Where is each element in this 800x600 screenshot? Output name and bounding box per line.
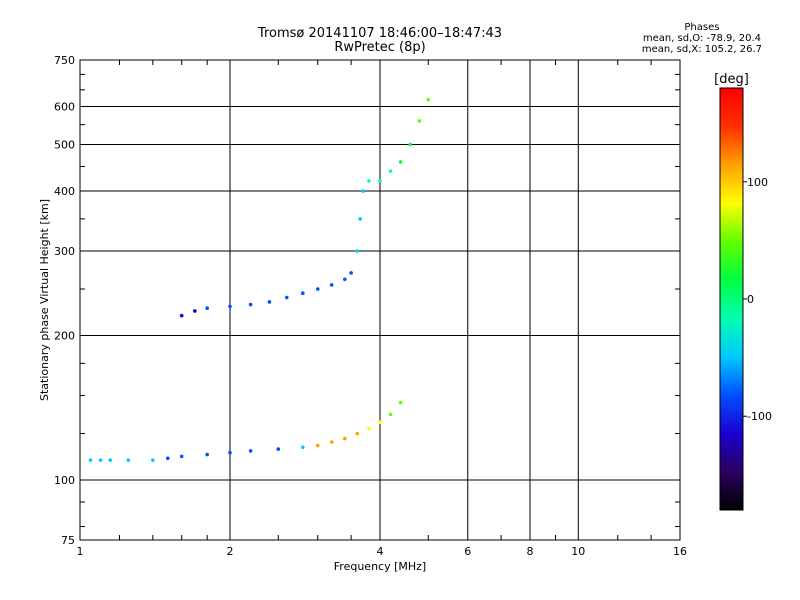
data-point — [388, 412, 393, 417]
x-tick-label: 8 — [527, 545, 534, 558]
x-tick-label: 1 — [77, 545, 84, 558]
axes: 1 2 4 6 8 10 16 75 100 200 300 400 500 600 750 Frequenc… — [38, 54, 687, 573]
data-point — [248, 302, 253, 307]
data-point — [367, 426, 371, 431]
y-tick-label: 500 — [54, 139, 75, 152]
data-point — [126, 458, 131, 462]
data-point — [248, 449, 253, 453]
colorbar: 100 0 -100 [deg] — [714, 72, 772, 511]
data-point — [267, 300, 272, 304]
phase-stats-x: mean, sd,X: 105.2, 26.7 — [641, 44, 762, 55]
colorbar-tick-label: 100 — [747, 176, 768, 189]
data-points — [88, 97, 431, 462]
data-point — [179, 313, 184, 318]
data-point — [205, 306, 209, 311]
chart-title: Tromsø 20141107 18:46:00–18:47:43 — [257, 26, 503, 41]
data-point — [108, 458, 113, 462]
x-tick-label: 2 — [227, 545, 234, 558]
data-point — [388, 169, 393, 173]
y-tick-label: 300 — [54, 245, 75, 258]
colorbar-gradient — [719, 87, 744, 511]
data-point — [284, 295, 289, 300]
y-tick-label: 600 — [54, 101, 75, 114]
data-point — [98, 458, 103, 462]
x-axis-label: Frequency [MHz] — [334, 560, 426, 573]
data-point — [355, 249, 359, 253]
grid-lines — [80, 60, 680, 540]
data-point — [179, 454, 184, 459]
colorbar-tick-label: 0 — [747, 293, 754, 306]
data-point — [417, 119, 422, 123]
data-point — [165, 456, 170, 461]
y-tick-label: 100 — [54, 474, 75, 487]
data-point — [378, 179, 382, 183]
data-point — [398, 160, 403, 164]
plot-frame — [79, 59, 681, 541]
x-tick-label: 16 — [673, 545, 687, 558]
data-point — [329, 283, 334, 287]
data-point — [343, 436, 347, 441]
phase-stats-header: Phases — [684, 22, 720, 33]
data-point — [329, 440, 334, 444]
data-point — [315, 443, 320, 448]
data-point — [355, 431, 359, 436]
y-tick-label: 200 — [54, 330, 75, 343]
x-tick-label: 6 — [464, 545, 471, 558]
y-axis-label: Stationary phase Virtual Height [km] — [38, 199, 51, 401]
data-point — [301, 445, 305, 450]
data-point — [151, 458, 155, 462]
phase-stats-o: mean, sd,O: -78.9, 20.4 — [642, 33, 762, 44]
y-tick-label: 75 — [61, 534, 75, 547]
chart-subtitle: RwPretec (8p) — [334, 40, 426, 55]
data-point — [378, 420, 382, 424]
phase-stats: Phases mean, sd,O: -78.9, 20.4 mean, sd,… — [642, 22, 762, 55]
data-point — [361, 189, 365, 193]
data-point — [228, 304, 232, 309]
data-point — [358, 217, 362, 221]
y-tick-label: 400 — [54, 185, 75, 198]
x-tick-label: 10 — [571, 545, 585, 558]
data-point — [349, 271, 353, 275]
data-point — [228, 450, 232, 455]
data-point — [367, 179, 371, 183]
colorbar-label: [deg] — [714, 72, 749, 87]
data-point — [398, 400, 403, 405]
data-point — [276, 447, 281, 451]
data-point — [193, 309, 197, 313]
data-point — [301, 291, 305, 296]
data-point — [205, 452, 209, 457]
colorbar-tick-label: -100 — [747, 410, 772, 423]
y-tick-label: 750 — [54, 54, 75, 67]
data-point — [343, 277, 347, 282]
data-point — [426, 97, 431, 102]
data-point — [88, 458, 93, 462]
data-point — [315, 287, 320, 291]
data-point — [408, 142, 413, 147]
x-tick-label: 4 — [377, 545, 384, 558]
